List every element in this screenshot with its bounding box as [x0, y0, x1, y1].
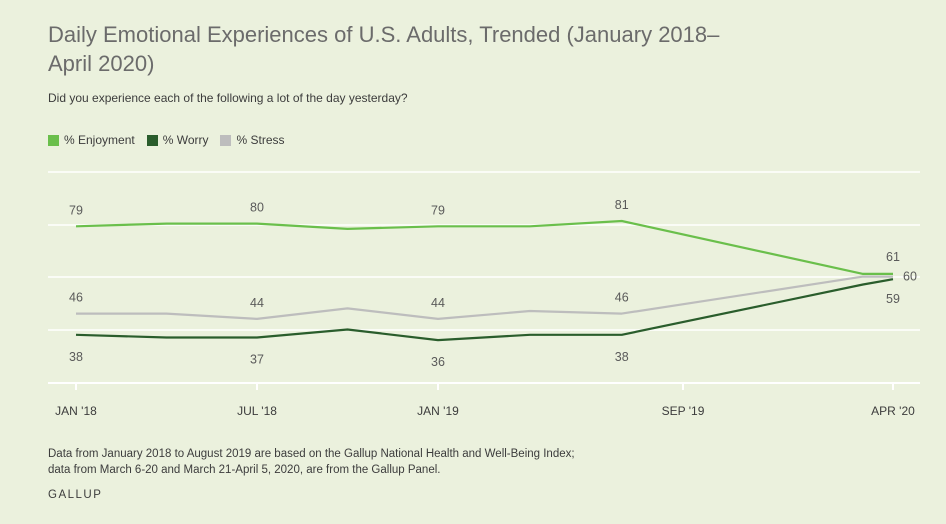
- legend-item-worry: % Worry: [146, 133, 209, 147]
- data-label-stress-4: 44: [431, 296, 445, 310]
- chart-legend: % Enjoyment % Worry % Stress: [48, 133, 297, 147]
- legend-swatch-worry: [146, 134, 158, 146]
- series-line-stress: [76, 275, 893, 320]
- chart-subtitle: Did you experience each of the following…: [48, 91, 408, 105]
- data-label-enjoyment-4: 79: [431, 203, 445, 217]
- series-line-enjoyment: [75, 219, 893, 275]
- data-label-stress-2: 44: [250, 296, 264, 310]
- x-tick-label-0: JAN '18: [55, 404, 97, 418]
- data-label-worry-0: 38: [69, 350, 83, 364]
- data-label-enjoyment-6: 81: [615, 198, 629, 212]
- brand-name: GALLUP: [48, 489, 103, 501]
- data-label-worry-2: 37: [250, 352, 264, 366]
- legend-item-enjoyment: % Enjoyment: [48, 133, 135, 147]
- x-tick-label-2: JAN '19: [417, 404, 459, 418]
- data-label-stress-6: 46: [615, 291, 629, 305]
- source-note-line-2: data from March 6-20 and March 21-April …: [48, 464, 441, 476]
- x-tick-label-1: JUL '18: [237, 404, 277, 418]
- data-label-worry-6: 38: [615, 350, 629, 364]
- source-note-line-1: Data from January 2018 to August 2019 ar…: [48, 448, 575, 460]
- legend-item-stress: % Stress: [220, 133, 285, 147]
- chart-title: Daily Emotional Experiences of U.S. Adul…: [48, 22, 720, 76]
- data-label-worry-4: 36: [431, 355, 445, 369]
- data-label-enjoyment-0: 79: [69, 203, 83, 217]
- x-tick-label-4: APR '20: [871, 404, 915, 418]
- data-label-worry-8: 59: [886, 292, 900, 306]
- data-label-stress-0: 46: [69, 291, 83, 305]
- legend-swatch-stress: [220, 134, 232, 146]
- line-chart: JAN '18 JUL '18 JAN '19 SEP '19 APR '20 79 80 7…: [48, 171, 920, 418]
- data-label-stress-8: 60: [903, 270, 917, 284]
- legend-label-worry: % Worry: [162, 133, 209, 147]
- data-label-enjoyment-8: 61: [886, 250, 900, 264]
- x-tick-label-3: SEP '19: [662, 404, 705, 418]
- data-label-enjoyment-2: 80: [250, 201, 264, 215]
- series-line-worry: [75, 278, 894, 342]
- legend-label-enjoyment: % Enjoyment: [64, 133, 135, 147]
- legend-label-stress: % Stress: [236, 133, 285, 147]
- legend-swatch-enjoyment: [48, 134, 59, 146]
- source-note: Data from January 2018 to August 2019 ar…: [48, 446, 748, 478]
